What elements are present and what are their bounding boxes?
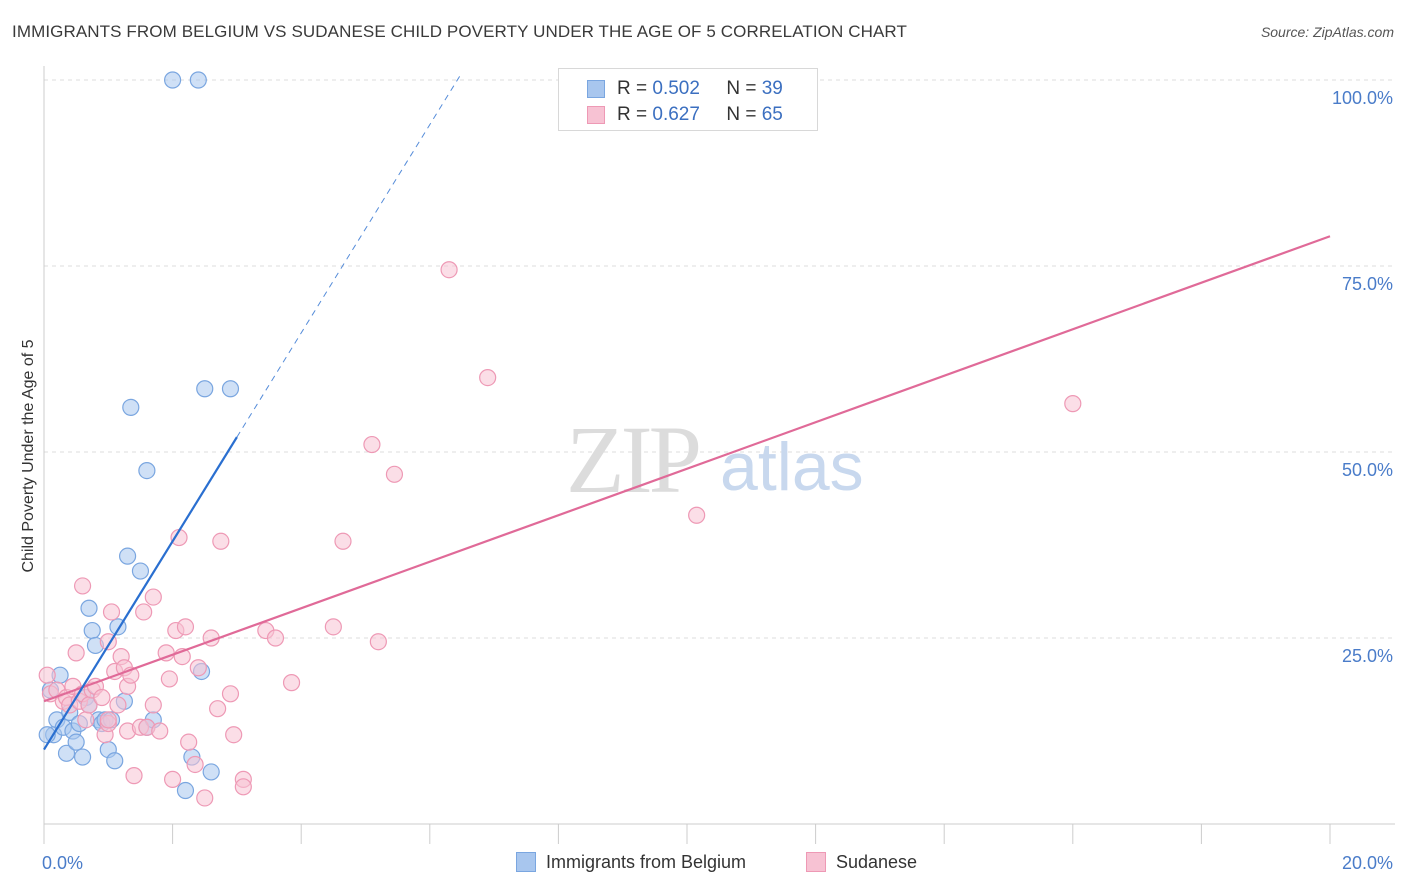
belgium-point xyxy=(202,763,220,781)
y-axis-label: Child Poverty Under the Age of 5 xyxy=(20,339,37,572)
sudanese-point xyxy=(440,261,458,279)
legend-r-label: R = xyxy=(617,78,648,99)
sudanese-point xyxy=(1064,395,1082,413)
belgium-point xyxy=(176,781,195,800)
sudanese-point xyxy=(212,532,230,550)
sudanese-point xyxy=(363,435,381,454)
belgium-legend-swatch xyxy=(516,852,536,872)
sudanese-point xyxy=(225,726,243,744)
belgium-point xyxy=(138,462,156,480)
sudanese-point xyxy=(196,789,214,807)
belgium-point xyxy=(106,752,124,770)
sudanese-swatch xyxy=(587,106,605,124)
x-tick-label: 20.0% xyxy=(1342,853,1393,873)
series-legend-belgium: Immigrants from Belgium xyxy=(516,852,746,873)
legend-n-value-belgium: 39 xyxy=(761,78,783,99)
sudanese-point xyxy=(109,696,127,714)
sudanese-point xyxy=(157,644,175,662)
sudanese-point xyxy=(688,506,706,524)
legend-r-value-belgium: 0.502 xyxy=(652,78,700,99)
belgium-trend-extension xyxy=(236,72,463,438)
belgium-point xyxy=(118,547,137,565)
sudanese-point xyxy=(67,644,85,662)
belgium-point xyxy=(67,733,85,751)
legend-n-label: N = xyxy=(726,78,757,99)
sudanese-point xyxy=(125,767,143,785)
belgium-point xyxy=(73,748,92,766)
gridlines xyxy=(44,79,1395,639)
sudanese-point xyxy=(102,603,121,621)
sudanese-point xyxy=(135,603,153,621)
y-tick-label: 100.0% xyxy=(1332,88,1393,108)
sudanese-point xyxy=(266,629,285,647)
sudanese-point xyxy=(73,577,92,595)
series-legend-sudanese: Sudanese xyxy=(806,852,917,873)
sudanese-point xyxy=(99,711,117,729)
y-tick-label: 50.0% xyxy=(1342,460,1393,480)
belgium-point xyxy=(83,621,101,640)
sudanese-point xyxy=(144,696,162,714)
sudanese-point xyxy=(221,685,240,703)
sudanese-point xyxy=(385,465,404,483)
belgium-point xyxy=(189,71,207,89)
y-tick-label: 25.0% xyxy=(1342,646,1393,666)
legend-n-value-sudanese: 65 xyxy=(761,104,783,125)
belgium-point xyxy=(131,562,150,580)
tick-labels: 100.0% 75.0% 50.0% 25.0% 0.0% 20.0% xyxy=(42,88,1393,873)
watermark-zip: ZIP xyxy=(566,406,699,513)
sudanese-point xyxy=(282,674,301,692)
legend-r-value-sudanese: 0.627 xyxy=(652,104,700,125)
sudanese-point xyxy=(77,711,95,729)
legend-n-label: N = xyxy=(726,104,757,125)
belgium-point xyxy=(57,744,76,762)
sudanese-point xyxy=(334,532,352,550)
sudanese-legend-label: Sudanese xyxy=(836,852,918,872)
sudanese-point xyxy=(479,369,497,387)
sudanese-point xyxy=(176,618,195,636)
watermark: ZIP atlas xyxy=(566,406,864,513)
belgium-trend-line xyxy=(43,436,238,751)
sudanese-point xyxy=(189,659,207,677)
legend-r-label: R = xyxy=(617,104,648,125)
belgium-swatch xyxy=(587,80,605,98)
source-label: Source: ZipAtlas.com xyxy=(1260,24,1394,40)
sudanese-trend-line xyxy=(43,235,1331,703)
sudanese-point xyxy=(324,618,342,636)
sudanese-point xyxy=(186,755,204,774)
sudanese-point xyxy=(180,733,198,751)
belgium-point xyxy=(80,599,98,617)
sudanese-point xyxy=(369,633,387,651)
sudanese-point xyxy=(234,778,252,796)
trend-lines xyxy=(43,72,1331,751)
belgium-legend-label: Immigrants from Belgium xyxy=(546,852,747,872)
belgium-point xyxy=(164,71,182,89)
sudanese-point xyxy=(38,666,56,684)
belgium-point xyxy=(122,398,140,416)
sudanese-point xyxy=(144,588,162,606)
sudanese-points xyxy=(38,261,1082,807)
sudanese-point xyxy=(164,770,182,788)
chart-title: IMMIGRANTS FROM BELGIUM VS SUDANESE CHIL… xyxy=(12,22,907,41)
sudanese-legend-swatch xyxy=(806,852,826,872)
correlation-legend: R = 0.502 N = 39 R = 0.627 N = 65 xyxy=(558,68,818,131)
x-tick-label: 0.0% xyxy=(42,853,83,873)
sudanese-point xyxy=(93,688,111,707)
watermark-atlas: atlas xyxy=(720,429,864,505)
belgium-point xyxy=(196,380,214,398)
sudanese-point xyxy=(160,670,178,688)
sudanese-point xyxy=(209,700,227,718)
y-tick-label: 75.0% xyxy=(1342,274,1393,294)
belgium-point xyxy=(221,380,240,398)
sudanese-point xyxy=(151,722,169,740)
